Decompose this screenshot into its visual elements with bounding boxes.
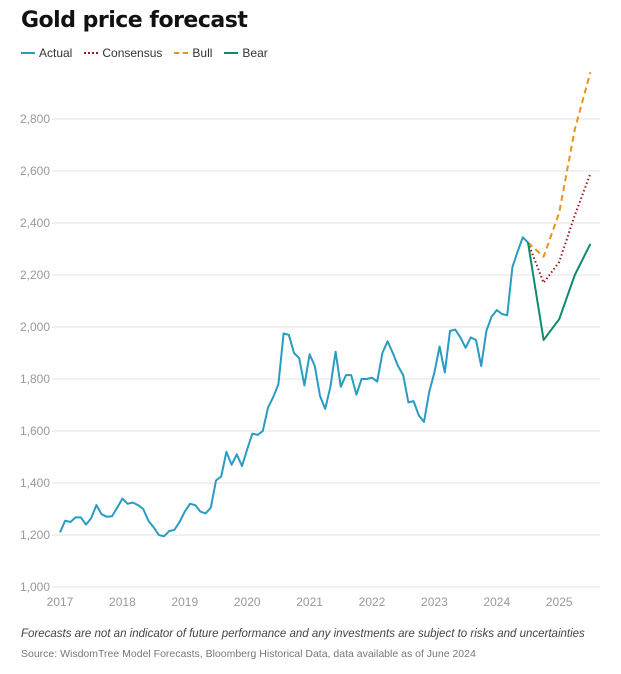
y-tick-label: 1,200 — [20, 528, 50, 542]
legend-swatch — [224, 52, 239, 54]
x-tick-label: 2021 — [296, 595, 323, 609]
x-tick-label: 2018 — [109, 595, 136, 609]
x-tick-label: 2017 — [47, 595, 74, 609]
source-note: Source: WisdomTree Model Forecasts, Bloo… — [21, 648, 476, 660]
legend-label: Consensus — [102, 46, 163, 60]
legend-label: Bear — [242, 46, 268, 60]
legend-item-consensus: Consensus — [84, 46, 162, 60]
y-tick-label: 2,200 — [20, 268, 50, 282]
legend-label: Actual — [39, 46, 73, 60]
series-line-bull — [527, 71, 592, 258]
y-tick-label: 1,600 — [20, 424, 50, 438]
legend-item-bear: Bear — [224, 46, 268, 60]
footnote: Forecasts are not an indicator of future… — [21, 628, 585, 640]
legend: Actual Consensus Bull Bear — [21, 46, 268, 60]
chart-title: Gold price forecast — [21, 8, 248, 33]
x-tick-label: 2023 — [421, 595, 448, 609]
x-tick-label: 2019 — [171, 595, 198, 609]
y-tick-label: 2,600 — [20, 164, 50, 178]
y-tick-label: 2,800 — [20, 112, 50, 126]
series-line-consensus — [527, 173, 592, 284]
y-tick-label: 1,400 — [20, 476, 50, 490]
x-tick-label: 2020 — [234, 595, 261, 609]
legend-swatch — [174, 52, 189, 54]
series-line-bear — [527, 242, 592, 341]
legend-item-bull: Bull — [174, 46, 212, 60]
y-tick-label: 1,800 — [20, 372, 50, 386]
legend-swatch — [21, 52, 35, 54]
y-tick-label: 1,000 — [20, 580, 50, 594]
x-tick-label: 2022 — [359, 595, 386, 609]
legend-swatch — [84, 52, 99, 54]
legend-label: Bull — [192, 46, 213, 60]
x-tick-label: 2025 — [546, 595, 573, 609]
x-tick-label: 2024 — [483, 595, 510, 609]
y-tick-label: 2,000 — [20, 320, 50, 334]
y-tick-label: 2,400 — [20, 216, 50, 230]
legend-item-actual: Actual — [21, 46, 72, 60]
series-line-actual — [59, 236, 529, 538]
